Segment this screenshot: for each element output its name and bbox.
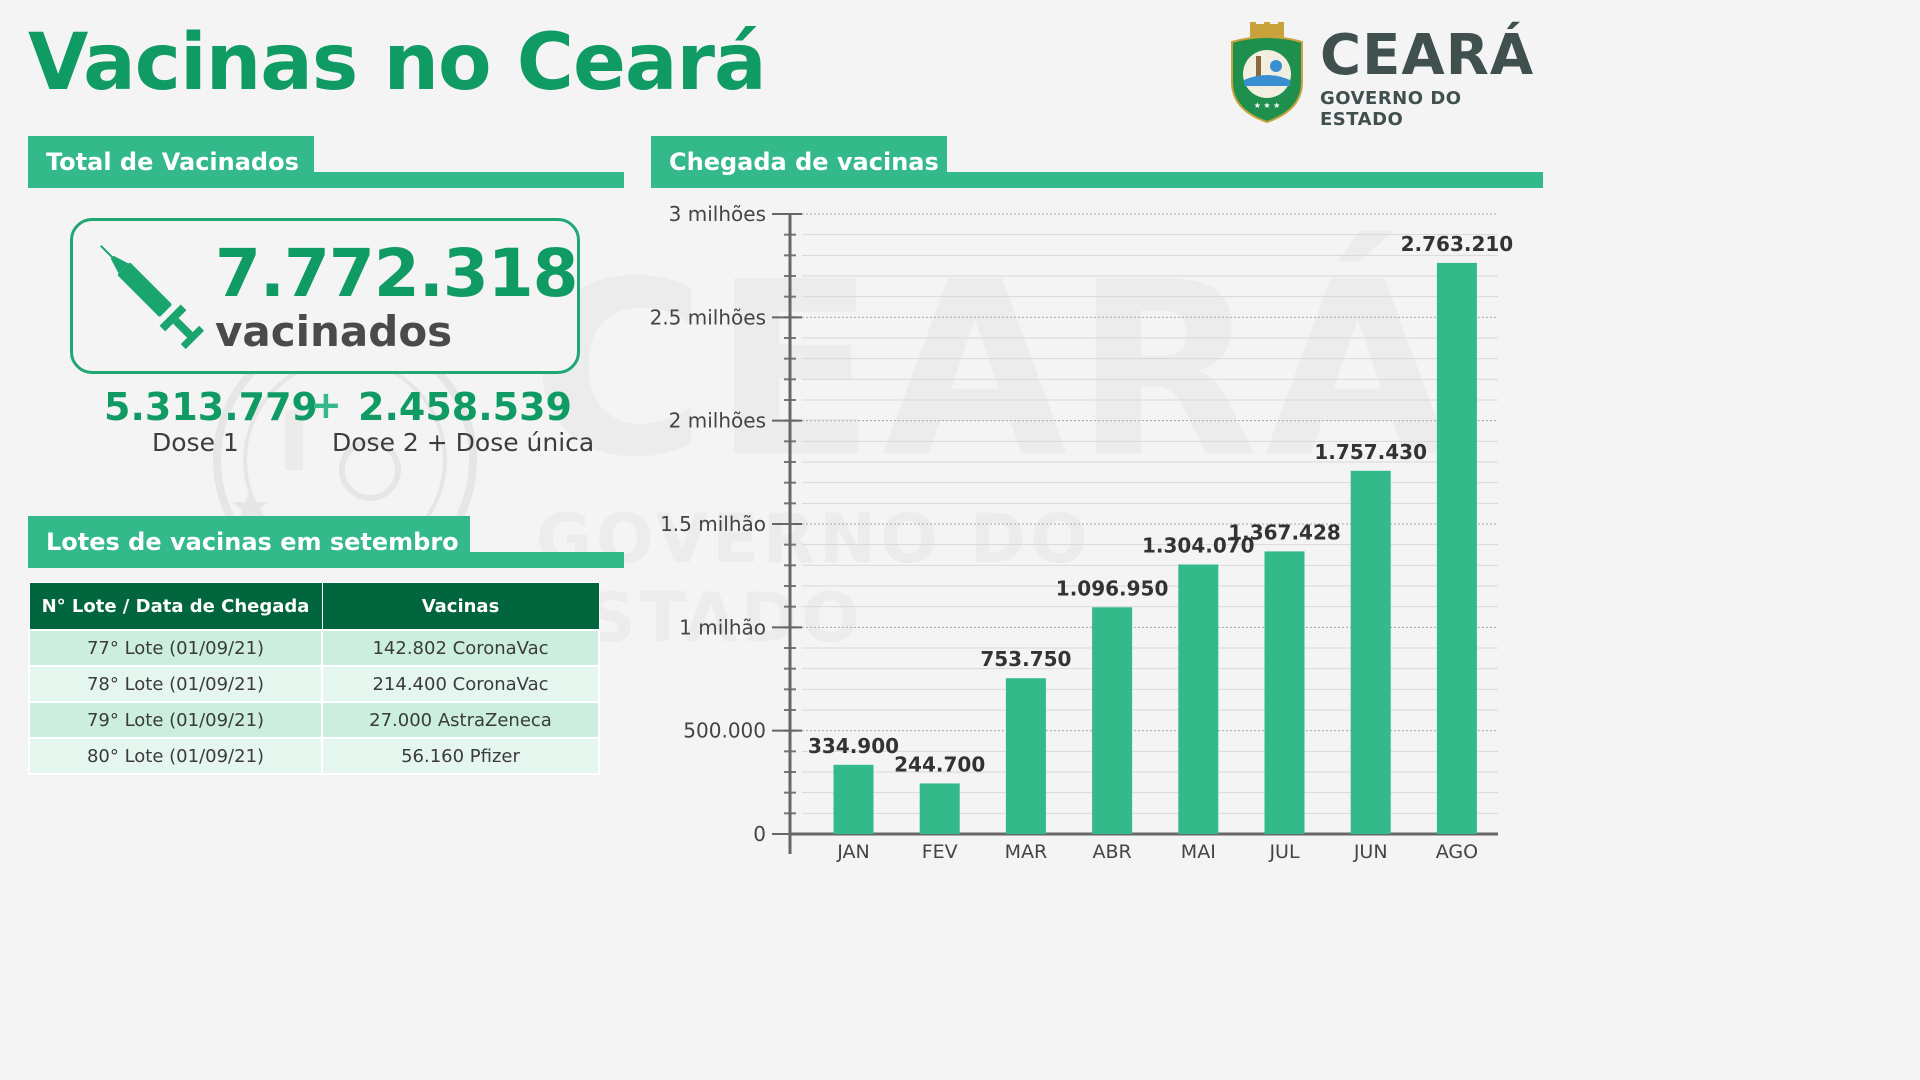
x-tick-label: AGO (1436, 841, 1478, 863)
logo-subtitle: GOVERNO DO ESTADO (1320, 88, 1462, 130)
bar (1436, 262, 1477, 834)
column-header-lot: N° Lote / Data de Chegada (28, 582, 323, 631)
y-tick-label: 1 milhão (679, 615, 766, 639)
y-tick-label: 2 milhões (669, 409, 766, 433)
table-row: 79° Lote (01/09/21) 27.000 AstraZeneca (28, 701, 600, 739)
data-label: 753.750 (980, 647, 1071, 671)
arrivals-bar-chart: 0 500.000 1 milhão 1.5 milhão 2 milhões 2.5 m… (650, 202, 1514, 863)
plus-sign: + (310, 383, 342, 427)
data-label: 244.700 (894, 752, 985, 776)
total-vaccinated-box: 7.772.318 vacinados (70, 218, 580, 374)
total-vaccinated-value: 7.772.318 (215, 235, 579, 312)
bar (1264, 551, 1305, 834)
total-vaccinated-label: vacinados (215, 307, 453, 356)
table-row: 80° Lote (01/09/21) 56.160 Pfizer (28, 737, 600, 775)
logo-name: CEARÁ (1320, 23, 1535, 88)
syringe-icon (100, 245, 205, 350)
bar (1092, 607, 1133, 834)
dose2-value: 2.458.539 (358, 385, 572, 429)
x-tick-label: MAR (1005, 841, 1048, 863)
page-title: Vacinas no Ceará (28, 18, 767, 108)
bar (1005, 678, 1046, 834)
dose1-value: 5.313.779 (104, 385, 318, 429)
x-tick-label: JUN (1353, 841, 1388, 863)
lot-cell: 79° Lote (01/09/21) (28, 701, 323, 739)
bar (833, 764, 874, 834)
y-tick-label: 3 milhões (669, 202, 766, 226)
vaccine-cell: 142.802 CoronaVac (321, 629, 600, 667)
table-header-row: N° Lote / Data de Chegada Vacinas (28, 582, 600, 631)
data-label: 334.900 (808, 734, 899, 758)
y-tick-label: 500.000 (683, 719, 766, 743)
dose2-label: Dose 2 + Dose única (332, 428, 595, 457)
total-section-header: Total de Vacinados (28, 136, 624, 188)
column-header-vaccines: Vacinas (321, 582, 600, 631)
x-tick-label: MAI (1181, 841, 1216, 863)
vaccine-cell: 27.000 AstraZeneca (321, 701, 600, 739)
svg-text:★ ★ ★: ★ ★ ★ (1254, 101, 1281, 110)
x-tick-label: ABR (1092, 841, 1131, 863)
y-tick-label: 2.5 milhões (650, 305, 766, 329)
y-tick-label: 0 (753, 822, 766, 846)
dose1-label: Dose 1 (152, 428, 239, 457)
lot-cell: 77° Lote (01/09/21) (28, 629, 323, 667)
table-row: 78° Lote (01/09/21) 214.400 CoronaVac (28, 665, 600, 703)
x-tick-label: JAN (836, 841, 869, 863)
vaccine-cell: 56.160 Pfizer (321, 737, 600, 775)
data-label: 1.304.070 (1142, 533, 1255, 557)
lots-table: N° Lote / Data de Chegada Vacinas 77° Lo… (28, 582, 600, 775)
x-tick-label: JUL (1268, 841, 1300, 863)
lots-section-header: Lotes de vacinas em setembro (28, 516, 624, 568)
bar (919, 783, 960, 834)
data-label: 1.757.430 (1314, 440, 1427, 464)
lot-cell: 80° Lote (01/09/21) (28, 737, 323, 775)
bar (1178, 564, 1219, 834)
data-label: 2.763.210 (1401, 232, 1514, 256)
coat-of-arms-icon: ★ ★ ★ (1231, 22, 1303, 124)
bar (1350, 470, 1391, 834)
data-label: 1.096.950 (1056, 576, 1169, 600)
vaccine-cell: 214.400 CoronaVac (321, 665, 600, 703)
table-row: 77° Lote (01/09/21) 142.802 CoronaVac (28, 629, 600, 667)
data-label: 1.367.428 (1228, 520, 1341, 544)
total-section-title: Total de Vacinados (28, 136, 314, 188)
lot-cell: 78° Lote (01/09/21) (28, 665, 323, 703)
lots-section-title: Lotes de vacinas em setembro (28, 516, 470, 568)
chart-section-header: Chegada de vacinas (651, 136, 1543, 188)
y-tick-label: 1.5 milhão (660, 512, 766, 536)
chart-section-title: Chegada de vacinas (651, 136, 947, 188)
x-tick-label: FEV (922, 841, 958, 863)
ceara-logo: ★ ★ ★ CEARÁ GOVERNO DO ESTADO (1228, 22, 1548, 130)
